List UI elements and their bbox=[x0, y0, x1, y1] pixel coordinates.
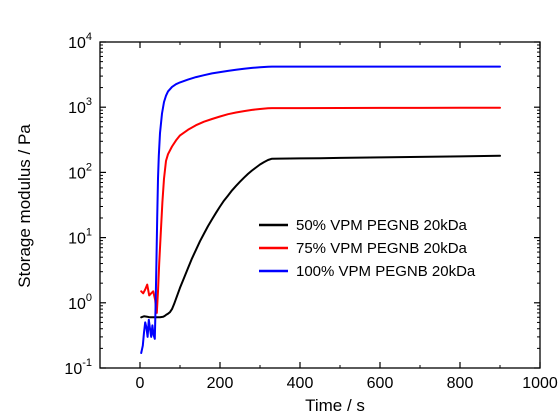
legend-label-1: 50% VPM PEGNB 20kDa bbox=[296, 217, 468, 234]
y-tick-label: 100 bbox=[68, 292, 92, 313]
legend-label-2: 75% VPM PEGNB 20kDa bbox=[296, 240, 468, 257]
x-axis-title: Time / s bbox=[305, 396, 365, 415]
y-tick-exponent: 3 bbox=[86, 96, 92, 108]
legend: 50% VPM PEGNB 20kDa 75% VPM PEGNB 20kDa 10… bbox=[259, 217, 476, 280]
series-line-3 bbox=[140, 65, 501, 354]
series-layer bbox=[140, 65, 501, 354]
legend-label-3: 100% VPM PEGNB 20kDa bbox=[296, 263, 476, 280]
y-tick-label: 102 bbox=[68, 161, 92, 182]
y-tick-exponent: 0 bbox=[86, 292, 92, 304]
x-tick-label: 400 bbox=[287, 375, 314, 392]
series-line-2 bbox=[140, 106, 501, 314]
y-tick-exponent: -1 bbox=[82, 357, 92, 369]
y-tick-base: 10 bbox=[64, 361, 82, 378]
y-tick-label: 104 bbox=[68, 31, 92, 52]
x-tick-label: 600 bbox=[367, 375, 394, 392]
y-tick-label: 103 bbox=[68, 96, 92, 117]
y-tick-label: 10-1 bbox=[64, 357, 92, 378]
y-axis-title: Storage modulus / Pa bbox=[15, 124, 34, 288]
y-tick-base: 10 bbox=[68, 35, 86, 52]
x-tick-label: 800 bbox=[447, 375, 474, 392]
x-axis-ticks: 0 200 400 600 800 1000 bbox=[99, 42, 558, 392]
plot-frame bbox=[99, 41, 541, 369]
y-tick-exponent: 4 bbox=[86, 31, 92, 43]
y-tick-label: 101 bbox=[68, 227, 92, 248]
y-tick-base: 10 bbox=[68, 231, 86, 248]
y-tick-exponent: 2 bbox=[86, 161, 92, 173]
y-tick-base: 10 bbox=[68, 296, 86, 313]
x-tick-label: 1000 bbox=[522, 375, 558, 392]
plot-border bbox=[99, 41, 541, 369]
series-line-1 bbox=[140, 154, 501, 319]
x-tick-label: 0 bbox=[136, 375, 145, 392]
y-tick-base: 10 bbox=[68, 100, 86, 117]
y-tick-exponent: 1 bbox=[86, 227, 92, 239]
y-tick-base: 10 bbox=[68, 165, 86, 182]
x-tick-label: 200 bbox=[207, 375, 234, 392]
